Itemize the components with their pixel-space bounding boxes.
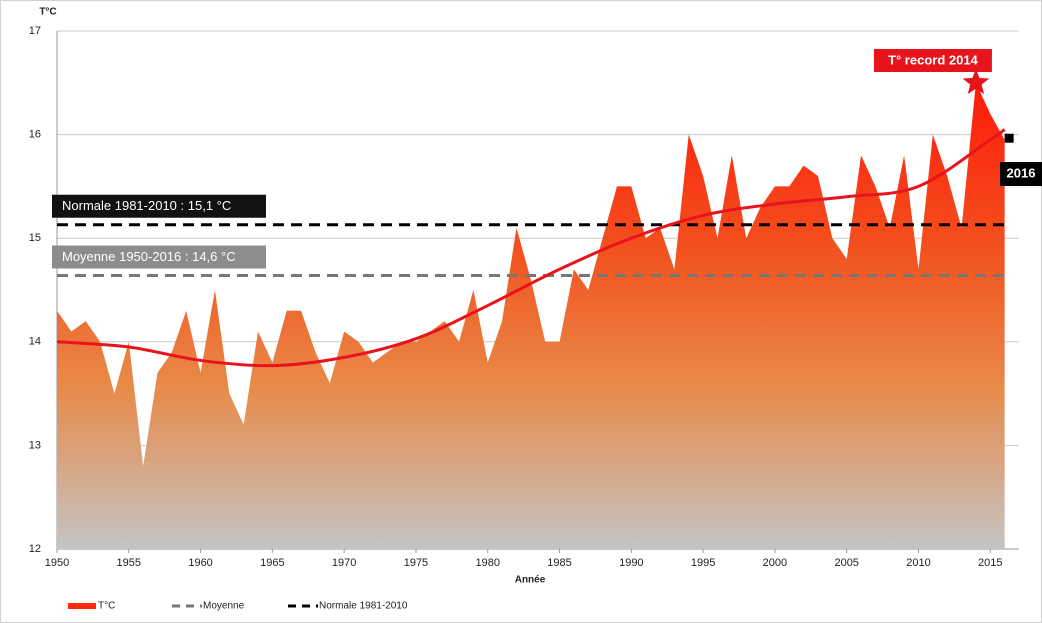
y-axis-label: T°C xyxy=(39,7,56,18)
reference-label-box xyxy=(52,245,266,269)
record-label-box xyxy=(873,49,992,72)
reference-label-box xyxy=(52,194,266,218)
y-tick-label: 17 xyxy=(29,25,41,37)
reference-label: Normale 1981-2010 : 15,1 °C xyxy=(62,198,231,213)
y-tick-label: 15 xyxy=(29,232,41,244)
y-tick-label: 16 xyxy=(29,129,41,141)
legend-swatch xyxy=(68,603,96,609)
temperature-area xyxy=(57,82,1005,550)
reference-label: Moyenne 1950-2016 : 14,6 °C xyxy=(62,249,236,264)
x-tick-label: 1960 xyxy=(188,557,212,569)
x-tick-label: 1955 xyxy=(117,557,141,569)
record-label: T° record 2014 xyxy=(888,52,979,67)
x-tick-label: 1995 xyxy=(691,557,715,569)
x-tick-label: 1965 xyxy=(260,557,284,569)
legend-label: Moyenne xyxy=(203,601,245,612)
x-tick-label: 1950 xyxy=(45,557,69,569)
x-tick-label: 1985 xyxy=(547,557,571,569)
y-tick-label: 12 xyxy=(29,543,41,555)
x-tick-label: 2000 xyxy=(763,557,787,569)
x-tick-label: 1970 xyxy=(332,557,356,569)
last-year-box xyxy=(1000,162,1042,186)
x-axis-label: Année xyxy=(515,575,546,586)
record-star xyxy=(962,68,990,95)
legend-label: T°C xyxy=(98,601,115,612)
y-tick-label: 14 xyxy=(29,336,41,348)
last-year-label: 2016 xyxy=(1007,165,1036,180)
x-tick-label: 2015 xyxy=(978,557,1002,569)
x-tick-label: 2005 xyxy=(834,557,858,569)
y-tick-label: 13 xyxy=(29,439,41,451)
x-tick-label: 1975 xyxy=(404,557,428,569)
x-tick-label: 1990 xyxy=(619,557,643,569)
trend-line xyxy=(56,128,1006,368)
x-tick-label: 2010 xyxy=(906,557,930,569)
legend-label: Normale 1981-2010 xyxy=(319,601,408,612)
last-year-marker xyxy=(1004,133,1014,143)
x-tick-label: 1980 xyxy=(476,557,500,569)
